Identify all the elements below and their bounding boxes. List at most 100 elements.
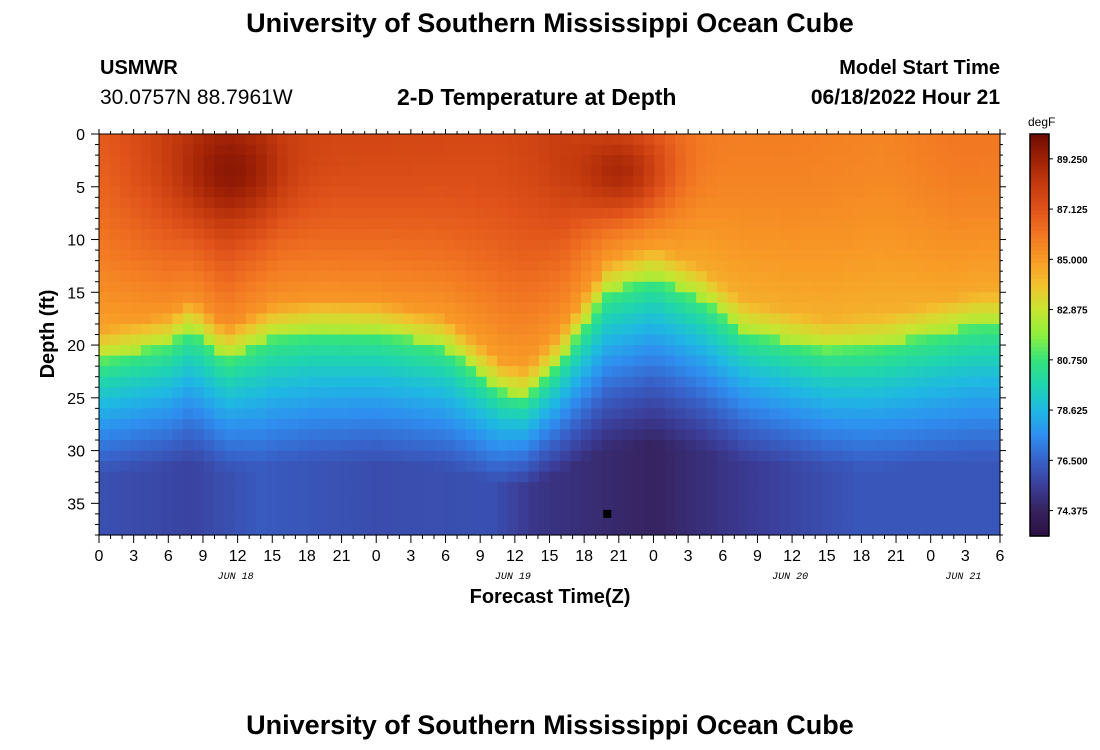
heatmap-cell xyxy=(423,355,435,367)
heatmap-cell xyxy=(779,207,792,220)
heatmap-cell xyxy=(465,513,477,526)
heatmap-cell xyxy=(685,134,697,146)
heatmap-cell xyxy=(612,440,624,452)
heatmap-cell xyxy=(350,429,362,441)
heatmap-cell xyxy=(308,186,320,198)
heatmap-cell xyxy=(277,334,289,346)
heatmap-cell xyxy=(214,387,226,399)
heatmap-cell xyxy=(937,165,949,177)
y-axis-label: Depth (ft) xyxy=(37,290,59,379)
figure-title-repeat: University of Southern Mississippi Ocean… xyxy=(246,710,854,740)
colorbar-label: 78.625 xyxy=(1057,406,1088,417)
heatmap-cell xyxy=(497,250,509,262)
heatmap-cell xyxy=(350,366,362,378)
heatmap-cell xyxy=(119,471,132,483)
x-tick-label: 9 xyxy=(753,548,762,565)
heatmap-cell xyxy=(685,429,697,441)
heatmap-cell xyxy=(99,165,111,177)
heatmap-cell xyxy=(423,471,435,483)
heatmap-cell xyxy=(559,418,572,431)
heatmap-cell xyxy=(350,271,362,283)
heatmap-cell xyxy=(130,197,142,209)
heatmap-cell xyxy=(507,387,519,399)
heatmap-cell xyxy=(277,376,289,388)
heatmap-cell xyxy=(675,271,687,283)
heatmap-cell xyxy=(319,418,331,431)
heatmap-cell xyxy=(853,355,865,367)
heatmap-cell xyxy=(979,281,991,293)
heatmap-cell xyxy=(905,165,917,177)
heatmap-cell xyxy=(350,165,362,177)
heatmap-cell xyxy=(612,207,624,220)
heatmap-cell xyxy=(779,334,792,346)
heatmap-cell xyxy=(706,323,718,336)
heatmap-cell xyxy=(151,345,163,357)
heatmap-cell xyxy=(643,376,655,388)
heatmap-cell xyxy=(821,228,833,241)
heatmap-cell xyxy=(528,503,540,515)
heatmap-cell xyxy=(434,345,446,357)
heatmap-cell xyxy=(905,323,917,336)
heatmap-cell xyxy=(832,334,844,346)
heatmap-cell xyxy=(381,260,393,272)
heatmap-cell xyxy=(853,524,865,536)
heatmap-cell xyxy=(350,355,362,367)
heatmap-cell xyxy=(214,218,226,230)
heatmap-cell xyxy=(968,281,980,293)
heatmap-cell xyxy=(182,524,194,536)
heatmap-cell xyxy=(989,144,1001,156)
heatmap-cell xyxy=(203,429,215,441)
heatmap-cell xyxy=(434,471,446,483)
heatmap-cell xyxy=(874,228,886,241)
heatmap-cell xyxy=(664,313,676,325)
heatmap-cell xyxy=(298,397,310,409)
heatmap-cell xyxy=(779,366,792,378)
heatmap-cell xyxy=(905,281,917,293)
heatmap-cell xyxy=(738,281,750,293)
heatmap-cell xyxy=(717,302,729,314)
heatmap-cell xyxy=(842,250,854,262)
heatmap-cell xyxy=(759,366,771,378)
heatmap-cell xyxy=(622,429,634,441)
heatmap-cell xyxy=(235,281,247,293)
colorbar-swatch xyxy=(1030,310,1049,316)
heatmap-cell xyxy=(685,218,697,230)
heatmap-cell xyxy=(622,218,634,230)
heatmap-cell xyxy=(769,397,781,409)
heatmap-cell xyxy=(140,429,152,441)
heatmap-cell xyxy=(633,218,645,230)
heatmap-cell xyxy=(371,155,383,167)
heatmap-cell xyxy=(926,513,938,526)
heatmap-cell xyxy=(214,429,226,441)
heatmap-cell xyxy=(759,176,771,188)
heatmap-cell xyxy=(360,239,372,251)
heatmap-cell xyxy=(266,482,278,494)
heatmap-cell xyxy=(989,281,1001,293)
colorbar-swatch xyxy=(1030,314,1049,320)
heatmap-cell xyxy=(423,345,435,357)
heatmap-cell xyxy=(622,345,634,357)
heatmap-cell xyxy=(654,503,666,515)
heatmap-cell xyxy=(413,408,425,420)
heatmap-cell xyxy=(245,134,257,146)
heatmap-cell xyxy=(748,492,760,504)
x-tick-label: 0 xyxy=(372,548,381,565)
heatmap-cell xyxy=(476,429,488,441)
heatmap-cell xyxy=(895,418,907,431)
heatmap-cell xyxy=(99,440,111,452)
heatmap-cell xyxy=(958,461,970,473)
heatmap-cell xyxy=(779,313,792,325)
heatmap-cell xyxy=(172,155,184,167)
heatmap-cell xyxy=(738,355,750,367)
heatmap-cell xyxy=(790,345,802,357)
heatmap-cell xyxy=(601,228,613,241)
heatmap-cell xyxy=(245,418,257,431)
heatmap-cell xyxy=(769,355,781,367)
heatmap-cell xyxy=(528,418,540,431)
heatmap-cell xyxy=(633,134,645,146)
heatmap-cell xyxy=(455,440,467,452)
heatmap-cell xyxy=(685,334,697,346)
heatmap-cell xyxy=(591,239,603,251)
heatmap-cell xyxy=(863,165,875,177)
heatmap-cell xyxy=(350,186,362,198)
